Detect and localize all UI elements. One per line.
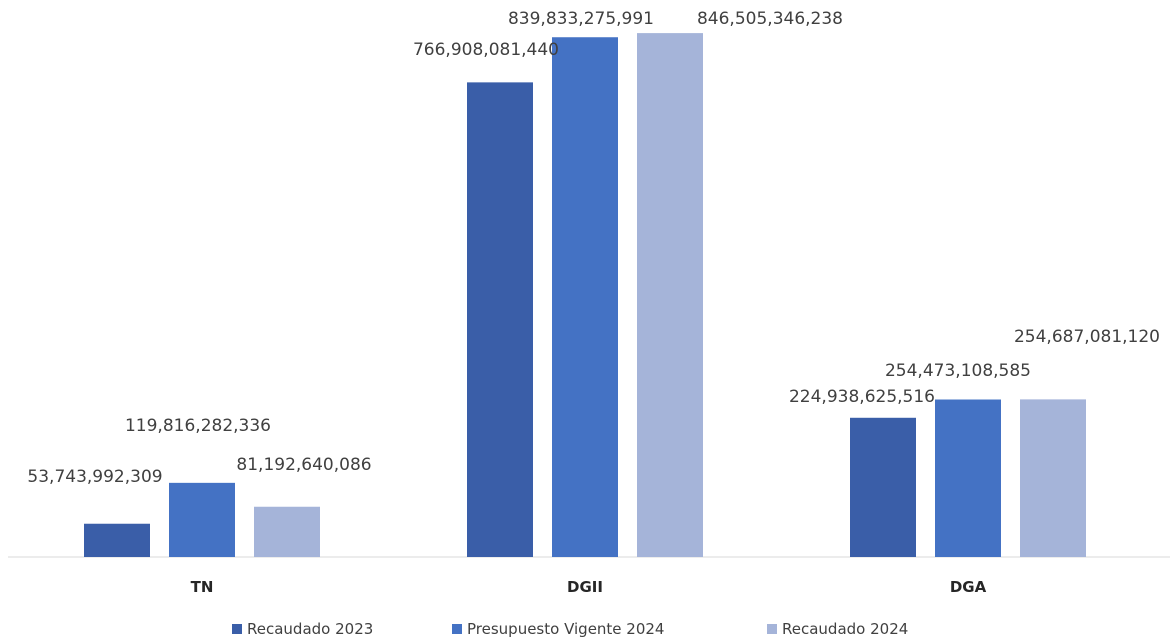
data-label-tn-series-3: 81,192,640,086 [236,455,371,475]
bar-dga-series-2 [935,399,1001,557]
bar-dgii-series-1 [467,82,533,557]
bar-tn-series-3 [254,506,320,557]
data-labels-group: 53,743,992,309 119,816,282,336 81,192,640,… [27,9,1160,487]
data-label-dga-series-3: 254,687,081,120 [1014,327,1160,347]
bar-dga-series-1 [850,417,916,557]
bar-dga-series-3 [1020,399,1086,557]
category-label-tn: TN [191,578,214,596]
legend: Recaudado 2023 Presupuesto Vigente 2024 Re… [232,620,908,638]
data-label-dgii-series-3: 846,505,346,238 [697,9,843,29]
data-label-dga-series-1: 224,938,625,516 [789,387,935,407]
data-label-dgii-series-1: 766,908,081,440 [413,40,559,60]
category-label-dgii: DGII [567,578,603,596]
data-label-tn-series-2: 119,816,282,336 [125,416,271,436]
bars-group [84,33,1086,558]
bar-tn-series-2 [169,482,235,557]
legend-label-series-3: Recaudado 2024 [782,620,908,638]
legend-swatch-series-3 [767,624,777,634]
data-label-tn-series-1: 53,743,992,309 [27,467,162,487]
data-label-dga-series-2: 254,473,108,585 [885,361,1031,381]
legend-swatch-series-1 [232,624,242,634]
bar-tn-series-1 [84,523,150,557]
legend-label-series-2: Presupuesto Vigente 2024 [467,620,664,638]
legend-swatch-series-2 [452,624,462,634]
bar-dgii-series-2 [552,37,618,558]
legend-label-series-1: Recaudado 2023 [247,620,373,638]
category-labels-group: TN DGII DGA [191,578,987,596]
category-label-dga: DGA [950,578,987,596]
bar-dgii-series-3 [637,33,703,558]
data-label-dgii-series-2: 839,833,275,991 [508,9,654,29]
